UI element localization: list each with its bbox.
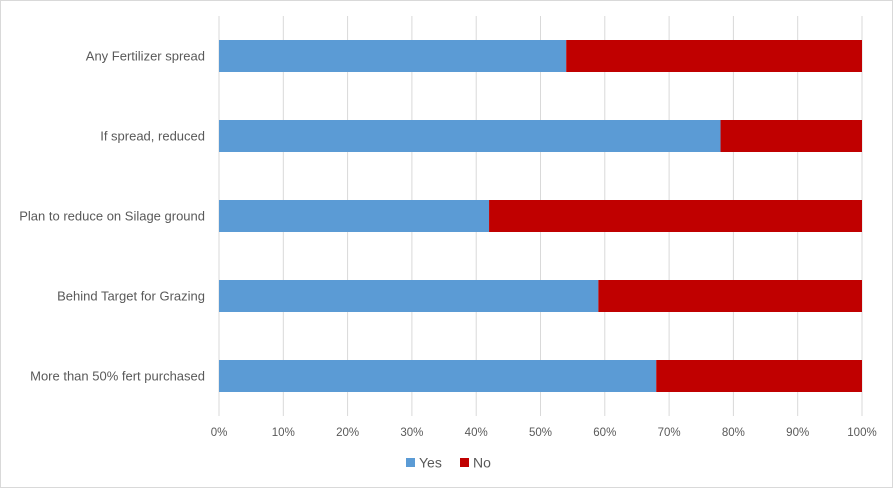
legend-label-yes: Yes	[419, 455, 442, 471]
category-label: Plan to reduce on Silage ground	[19, 209, 205, 224]
x-tick-label: 60%	[593, 427, 616, 439]
x-tick-label: 50%	[529, 427, 552, 439]
legend-swatch-yes	[406, 458, 415, 467]
bar-yes-1	[219, 120, 721, 152]
legend: Yes No	[406, 455, 491, 471]
bar-yes-4	[219, 360, 657, 392]
bar-no-3	[598, 280, 862, 312]
x-tick-label: 20%	[336, 427, 359, 439]
bar-no-2	[489, 200, 862, 232]
bar-no-0	[566, 40, 862, 72]
category-label: If spread, reduced	[100, 129, 205, 144]
bar-yes-2	[219, 200, 490, 232]
bar-no-1	[720, 120, 862, 152]
x-tick-label: 80%	[722, 427, 745, 439]
bar-yes-3	[219, 280, 599, 312]
x-tick-label: 10%	[272, 427, 295, 439]
x-tick-label: 0%	[211, 427, 228, 439]
category-label: Any Fertilizer spread	[86, 49, 205, 64]
x-tick-label: 100%	[847, 427, 876, 439]
x-tick-label: 90%	[786, 427, 809, 439]
x-tick-label: 30%	[400, 427, 423, 439]
category-labels: Any Fertilizer spread If spread, reduced P…	[19, 49, 205, 384]
category-label: Behind Target for Grazing	[57, 289, 205, 304]
x-axis-tick-labels: 0% 10% 20% 30% 40% 50% 60% 70% 80% 90% 100%	[211, 427, 877, 439]
legend-swatch-no	[460, 458, 469, 467]
bar-yes-0	[219, 40, 567, 72]
legend-label-no: No	[473, 455, 491, 471]
bar-no-4	[656, 360, 862, 392]
x-tick-label: 70%	[658, 427, 681, 439]
x-tick-label: 40%	[465, 427, 488, 439]
category-label: More than 50% fert purchased	[30, 369, 205, 384]
bars	[219, 40, 862, 392]
